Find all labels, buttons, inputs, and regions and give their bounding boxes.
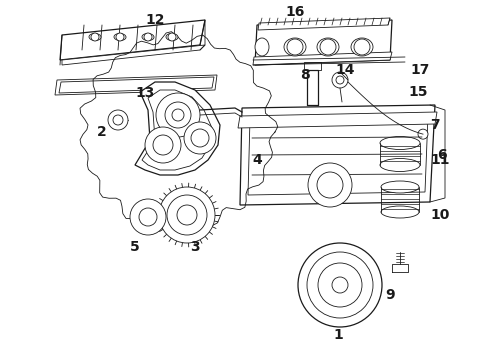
Polygon shape — [240, 105, 435, 205]
Circle shape — [317, 172, 343, 198]
Ellipse shape — [255, 38, 269, 56]
Circle shape — [159, 187, 215, 243]
Text: 15: 15 — [408, 85, 428, 99]
Text: 4: 4 — [252, 153, 262, 167]
Circle shape — [116, 33, 124, 41]
Circle shape — [145, 127, 181, 163]
Circle shape — [332, 277, 348, 293]
Text: 11: 11 — [430, 153, 450, 167]
Ellipse shape — [317, 38, 339, 56]
Text: 14: 14 — [335, 63, 355, 77]
Text: 12: 12 — [145, 13, 165, 27]
Circle shape — [108, 110, 128, 130]
Text: 6: 6 — [437, 148, 447, 162]
Text: 16: 16 — [285, 5, 305, 19]
Circle shape — [307, 252, 373, 318]
Polygon shape — [55, 75, 217, 95]
Circle shape — [139, 208, 157, 226]
Circle shape — [191, 129, 209, 147]
Circle shape — [144, 33, 152, 41]
Circle shape — [287, 39, 303, 55]
Ellipse shape — [351, 38, 373, 56]
Ellipse shape — [381, 206, 419, 218]
Circle shape — [320, 39, 336, 55]
Ellipse shape — [114, 33, 126, 41]
Circle shape — [165, 102, 191, 128]
Polygon shape — [62, 45, 205, 65]
Text: 3: 3 — [190, 240, 200, 254]
Ellipse shape — [284, 38, 306, 56]
Circle shape — [418, 129, 428, 139]
Circle shape — [91, 33, 99, 41]
Circle shape — [130, 199, 166, 235]
Text: 10: 10 — [430, 208, 450, 222]
Ellipse shape — [142, 33, 154, 41]
Polygon shape — [135, 82, 220, 175]
Polygon shape — [248, 115, 428, 195]
Polygon shape — [142, 90, 212, 170]
Text: 2: 2 — [97, 125, 107, 139]
Text: 17: 17 — [410, 63, 430, 77]
Circle shape — [172, 109, 184, 121]
Polygon shape — [60, 20, 205, 60]
Circle shape — [318, 263, 362, 307]
Polygon shape — [253, 52, 392, 65]
Circle shape — [156, 93, 200, 137]
Text: 8: 8 — [300, 68, 310, 82]
Circle shape — [308, 163, 352, 207]
Circle shape — [184, 122, 216, 154]
Circle shape — [113, 115, 123, 125]
Ellipse shape — [89, 33, 101, 41]
Circle shape — [177, 205, 197, 225]
Text: 9: 9 — [385, 288, 395, 302]
Polygon shape — [255, 20, 392, 65]
Text: 1: 1 — [333, 328, 343, 342]
Circle shape — [354, 39, 370, 55]
Polygon shape — [59, 77, 214, 93]
Circle shape — [168, 33, 176, 41]
Polygon shape — [238, 112, 437, 128]
Polygon shape — [258, 18, 390, 30]
Circle shape — [298, 243, 382, 327]
Ellipse shape — [380, 158, 420, 171]
Ellipse shape — [166, 33, 178, 41]
Text: 5: 5 — [130, 240, 140, 254]
Circle shape — [167, 195, 207, 235]
Circle shape — [336, 76, 344, 84]
Text: 13: 13 — [135, 86, 155, 100]
Ellipse shape — [381, 181, 419, 193]
Circle shape — [153, 135, 173, 155]
Ellipse shape — [380, 136, 420, 149]
Circle shape — [332, 72, 348, 88]
Text: 7: 7 — [430, 118, 440, 132]
